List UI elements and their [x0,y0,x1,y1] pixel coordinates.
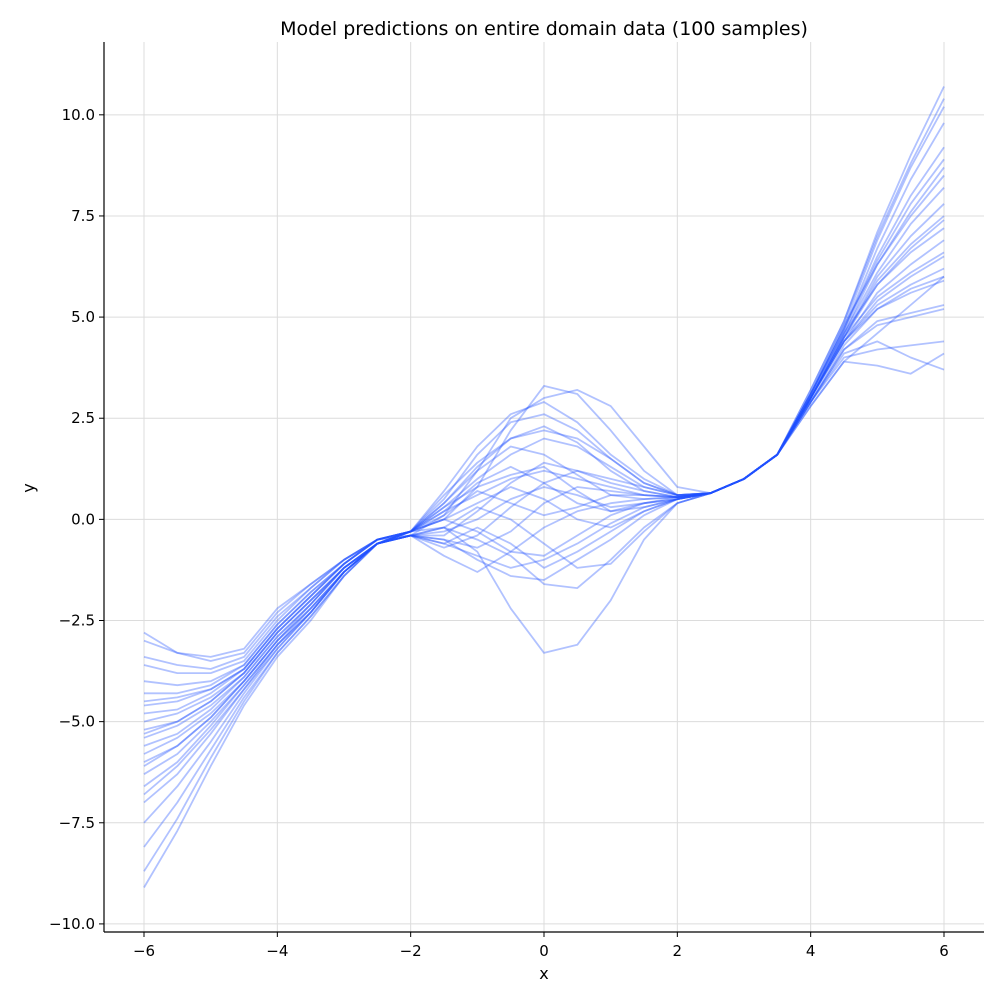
series-line-21 [143,215,945,735]
series-line-9 [143,203,945,731]
series-line-3 [143,340,945,674]
x-tick-label: −4 [266,942,288,960]
series-line-19 [143,275,945,872]
series-lines [143,86,945,888]
x-tick-label: 4 [806,942,816,960]
y-tick-label: 10.0 [62,106,95,124]
series-line-16 [143,174,945,804]
series-line-7 [143,239,945,715]
x-axis-label: x [539,964,548,983]
y-tick-label: −5.0 [59,713,95,731]
y-tick-label: −7.5 [59,814,95,832]
x-tick-label: −6 [133,942,155,960]
series-line-4 [143,308,945,687]
series-line-23 [143,267,945,703]
series-line-6 [143,255,945,707]
y-tick-label: 0.0 [71,510,95,528]
y-tick-label: −10.0 [49,915,95,933]
series-line-0 [143,275,945,658]
chart-title: Model predictions on entire domain data … [280,18,808,40]
series-line-22 [143,158,945,767]
series-line-1 [143,352,945,662]
series-line-20 [143,304,945,888]
series-line-18 [143,251,945,848]
y-tick-label: 5.0 [71,308,95,326]
x-tick-label: 0 [539,942,549,960]
grid [104,42,984,932]
y-tick-label: 7.5 [71,207,95,225]
x-tick-label: −2 [400,942,422,960]
ticks: −6 −4 −2 0 2 4 6 −10.0 −7.5 −5.0 −2.5 0.0 2.5 5.0 7.5 1… [49,106,949,960]
series-line-12 [143,146,945,755]
series-line-5 [144,279,945,695]
series-line-2 [143,340,945,670]
y-tick-label: 2.5 [71,409,95,427]
series-line-8 [143,219,945,723]
series-line-14 [143,106,945,775]
x-tick-label: 2 [673,942,683,960]
x-tick-label: 6 [939,942,949,960]
series-line-24 [143,98,945,796]
series-line-10 [143,186,945,739]
y-axis-label: y [19,483,38,492]
series-line-11 [143,166,945,747]
series-line-15 [143,86,945,788]
series-line-13 [143,122,945,763]
series-line-17 [143,227,945,824]
y-tick-label: −2.5 [59,612,95,630]
